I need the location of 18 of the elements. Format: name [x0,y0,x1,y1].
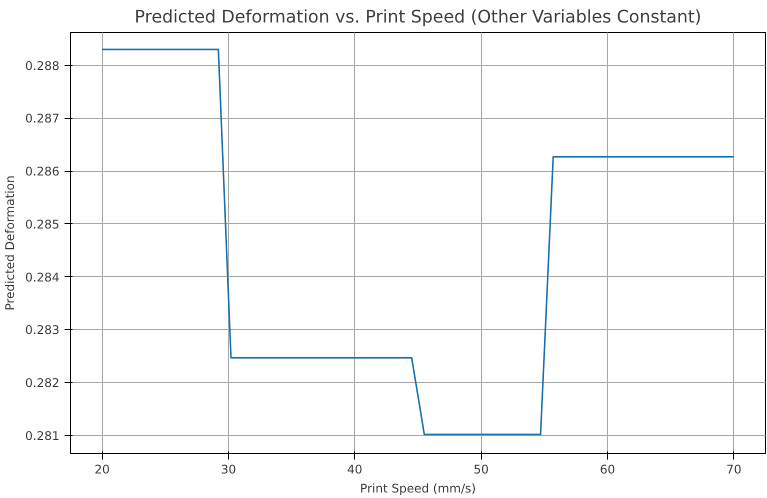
y-tick-label: 0.286 [25,164,60,179]
x-tick-label: 60 [600,462,616,476]
x-tick-label: 50 [474,462,489,476]
y-tick-label: 0.284 [25,270,60,284]
chart-title: Predicted Deformation vs. Print Speed (Other Variables Constant) [134,8,702,28]
y-tick-label: 0.282 [25,376,60,390]
y-tick-label: 0.288 [25,58,60,73]
x-tick-label: 30 [220,462,236,476]
x-axis-title: Print Speed (mm/s) [360,482,476,496]
line-series [101,48,735,436]
y-tick-label: 0.285 [25,217,60,232]
x-tick-label: 20 [94,462,110,476]
y-tick-label: 0.281 [25,429,60,444]
y-tick-label: 0.287 [25,112,60,126]
y-axis-title: Predicted Deformation [3,175,18,311]
y-tick-label: 0.283 [25,323,60,338]
x-tick-label: 40 [347,462,362,476]
x-tick-label: 70 [726,462,742,476]
